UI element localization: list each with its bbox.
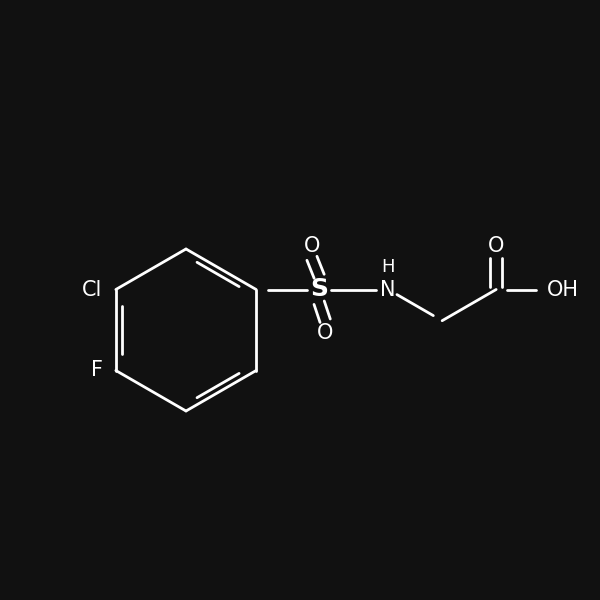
Text: S: S: [310, 277, 328, 301]
Text: OH: OH: [547, 280, 579, 299]
Text: F: F: [91, 361, 103, 380]
Text: H: H: [382, 258, 395, 276]
Text: N: N: [380, 280, 396, 299]
Text: Cl: Cl: [82, 280, 103, 299]
Text: O: O: [304, 236, 320, 256]
Text: O: O: [317, 323, 334, 343]
Text: O: O: [488, 236, 505, 256]
